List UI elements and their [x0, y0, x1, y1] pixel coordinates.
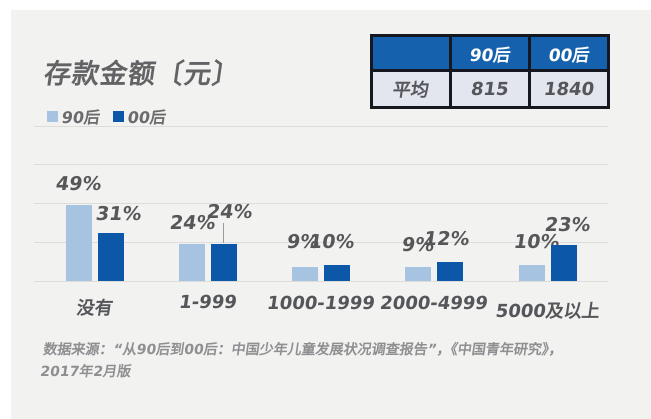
bar-90hou-c1	[179, 243, 205, 281]
grid-line-0	[34, 281, 608, 282]
legend-swatch-00hou-icon	[113, 110, 125, 122]
average-table: 90后 00后 平均 815 1840	[370, 34, 610, 109]
grid-line-100	[34, 125, 608, 127]
average-table-corner-cell	[370, 34, 452, 72]
bar-90hou-c2	[292, 267, 318, 281]
category-label-c2: 1000-1999	[265, 293, 377, 314]
chart-panel: 存款金额〔元〕 90后 00后 90后 00后 平均 815 1840	[11, 10, 651, 419]
value-label-90hou-c0: 49%	[54, 173, 104, 195]
value-label-00hou-c4: 23%	[543, 214, 593, 236]
average-row-label: 平均	[370, 69, 452, 109]
average-value-00hou: 1840	[528, 69, 610, 109]
bar-00hou-c0	[98, 232, 124, 281]
bar-chart: 49% 24% 9% 9% 10% 31% 24% 10% 12% 23% 没有 1-999 1000-…	[11, 10, 651, 419]
average-table-data-row: 平均 815 1840	[370, 69, 610, 109]
bar-00hou-c1	[211, 243, 237, 281]
bar-90hou-c0	[66, 204, 92, 281]
grid-line-25	[34, 242, 608, 244]
average-value-90hou: 815	[449, 69, 531, 109]
grid-line-50	[34, 203, 608, 205]
category-label-c4: 5000及以上	[493, 301, 601, 322]
bar-00hou-c3	[437, 262, 463, 281]
value-label-00hou-c2: 10%	[307, 231, 357, 253]
grid-line-75	[34, 164, 608, 166]
category-label-c1: 1-999	[177, 292, 239, 313]
bar-90hou-c4	[518, 265, 545, 281]
average-table-header-row: 90后 00后	[370, 34, 610, 72]
category-label-c3: 2000-4999	[378, 293, 490, 314]
category-label-c0: 没有	[75, 298, 115, 319]
bar-00hou-c4	[550, 245, 577, 281]
label-leader-line	[223, 223, 224, 243]
value-label-00hou-c1: 24%	[205, 201, 255, 223]
bar-00hou-c2	[324, 265, 350, 281]
value-label-00hou-c3: 12%	[422, 228, 472, 250]
bar-90hou-c3	[405, 267, 431, 281]
source-note: 数据来源：“从90后到00后：中国少年儿童发展状况调查报告”，《中国青年研究》，…	[39, 342, 564, 381]
average-table-col-90hou: 90后	[449, 34, 531, 72]
legend-item-90hou: 90后	[47, 104, 101, 128]
legend: 90后 00后	[47, 104, 168, 128]
legend-swatch-90hou-icon	[47, 110, 58, 122]
legend-item-00hou: 00后	[113, 104, 168, 128]
value-label-00hou-c0: 31%	[94, 203, 144, 225]
average-table-col-00hou: 00后	[528, 34, 610, 72]
